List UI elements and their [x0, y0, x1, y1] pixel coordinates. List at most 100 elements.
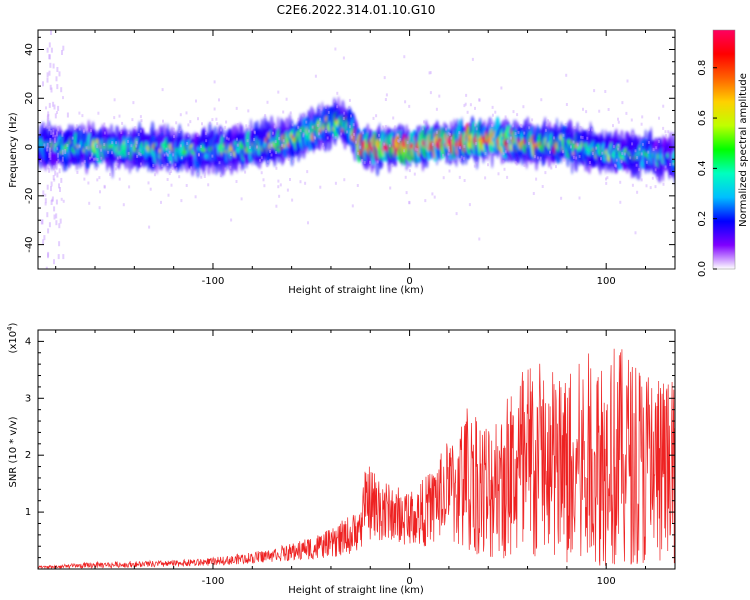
heatmap-cell — [635, 163, 638, 167]
heatmap-cell — [135, 141, 138, 145]
heatmap-cell — [327, 110, 330, 114]
heatmap-cell — [517, 130, 520, 134]
heatmap-cell — [236, 143, 239, 147]
heatmap-cell — [463, 144, 466, 148]
heatmap-cell — [114, 162, 117, 166]
heatmap-cell — [83, 160, 86, 164]
heatmap-cell — [196, 172, 199, 176]
heatmap-cell — [118, 177, 121, 181]
heatmap-cell — [291, 123, 294, 127]
heatmap-cell — [127, 151, 130, 155]
heatmap-cell — [654, 168, 657, 172]
heatmap-cell — [515, 162, 518, 166]
heatmap-cell — [578, 196, 581, 200]
heatmap-cell — [61, 50, 63, 55]
heatmap-cell — [89, 156, 92, 160]
heatmap-cell — [578, 154, 581, 158]
heatmap-cell — [473, 164, 476, 168]
heatmap-cell — [52, 132, 55, 138]
spectrogram-panel: -100 0 100 -40 -20 0 20 40 Height of straight … — [8, 29, 676, 296]
heatmap-cell — [598, 109, 601, 113]
heatmap-cell — [236, 137, 238, 141]
heatmap-cell — [533, 155, 536, 159]
heatmap-cell — [372, 116, 375, 120]
heatmap-cell — [95, 167, 98, 171]
heatmap-cell — [53, 178, 56, 182]
heatmap-cell — [460, 155, 463, 159]
heatmap-cell — [576, 143, 579, 147]
heatmap-cell — [307, 221, 309, 225]
heatmap-cell — [62, 45, 65, 51]
heatmap-cell — [253, 131, 256, 135]
heatmap-cell — [275, 166, 278, 170]
heatmap-cell — [510, 136, 512, 140]
heatmap-cell — [57, 105, 60, 111]
heatmap-cell — [58, 168, 61, 174]
heatmap-cell — [447, 131, 450, 135]
heatmap-cell — [475, 142, 478, 145]
heatmap-cell — [96, 145, 99, 149]
heatmap-cell — [148, 225, 151, 229]
heatmap-cell — [334, 181, 337, 185]
heatmap-cell — [350, 135, 353, 139]
heatmap-cell — [166, 163, 169, 167]
heatmap-cell — [62, 254, 65, 260]
heatmap-cell — [48, 147, 51, 153]
heatmap-cell — [562, 133, 565, 137]
heatmap-cell — [544, 128, 547, 132]
heatmap-cell — [540, 98, 543, 102]
heatmap-cell — [269, 150, 272, 153]
heatmap-cell — [167, 193, 170, 197]
heatmap-cell — [83, 129, 85, 133]
heatmap-cell — [279, 183, 282, 187]
heatmap-cell — [593, 89, 596, 93]
heatmap-cell — [48, 152, 51, 158]
heatmap-cell — [50, 47, 53, 53]
heatmap-cell — [292, 160, 295, 164]
heatmap-cell — [285, 97, 288, 101]
heatmap-cell — [135, 144, 138, 148]
heatmap-cell — [617, 120, 620, 124]
heatmap-cell — [55, 160, 58, 164]
heatmap-cell — [218, 161, 221, 165]
heatmap-cell — [246, 139, 249, 143]
heatmap-cell — [163, 153, 166, 157]
heatmap-cell — [171, 167, 174, 170]
heatmap-cell — [313, 135, 316, 139]
heatmap-cell — [100, 148, 103, 152]
heatmap-cell — [169, 160, 172, 164]
heatmap-cell — [46, 164, 49, 170]
heatmap-cell — [317, 132, 320, 136]
heatmap-cell — [520, 123, 522, 127]
heatmap-cell — [595, 146, 598, 150]
heatmap-cell — [623, 152, 626, 156]
heatmap-cell — [52, 63, 55, 69]
heatmap-cell — [511, 124, 514, 128]
heatmap-cell — [343, 178, 346, 182]
heatmap-cell — [424, 199, 427, 203]
heatmap-cell — [471, 57, 474, 61]
heatmap-cell — [289, 178, 291, 181]
heatmap-cell — [263, 184, 266, 188]
heatmap-cell — [179, 128, 182, 131]
heatmap-cell — [178, 175, 181, 179]
heatmap-cell — [248, 146, 251, 149]
heatmap-cell — [302, 132, 305, 136]
colorbar-tick-label: 0.0 — [697, 261, 708, 277]
heatmap-cell — [275, 204, 278, 208]
heatmap-cell — [100, 156, 103, 160]
colorbar-label: Normalized spectral amplitude — [738, 73, 749, 227]
heatmap-cell — [46, 115, 49, 121]
heatmap-cell — [506, 139, 509, 143]
heatmap-cell — [433, 195, 436, 199]
heatmap-cell — [304, 181, 307, 185]
spectrogram-frame — [37, 29, 676, 270]
heatmap-cell — [291, 198, 294, 202]
heatmap-cell — [132, 101, 135, 105]
heatmap-cell — [641, 142, 644, 146]
heatmap-cell — [514, 161, 517, 165]
heatmap-cell — [103, 131, 106, 135]
heatmap-cell — [468, 203, 471, 207]
heatmap-cell — [186, 142, 189, 145]
x-tick-label: 100 — [597, 576, 616, 587]
